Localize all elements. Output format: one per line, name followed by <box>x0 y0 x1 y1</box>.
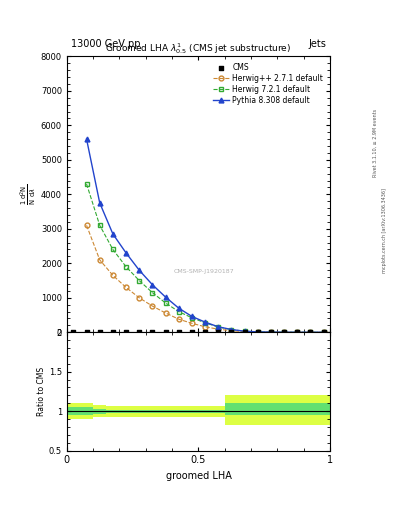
Herwig 7.2.1 default <box>137 278 141 284</box>
Pythia 8.308 default <box>255 329 260 335</box>
Pythia 8.308 default <box>189 313 194 319</box>
Herwig 7.2.1 default <box>308 329 313 335</box>
CMS <box>149 328 156 336</box>
Pythia 8.308 default <box>308 329 313 335</box>
Pythia 8.308 default <box>124 250 129 256</box>
Herwig++ 2.7.1 default <box>110 272 115 279</box>
Herwig++ 2.7.1 default <box>229 328 234 334</box>
Pythia 8.308 default <box>137 267 141 273</box>
Pythia 8.308 default <box>229 327 234 333</box>
Herwig++ 2.7.1 default <box>176 316 181 322</box>
Herwig 7.2.1 default <box>203 319 208 326</box>
Herwig 7.2.1 default <box>268 329 273 335</box>
Pythia 8.308 default <box>282 329 286 335</box>
Text: CMS-SMP-J1920187: CMS-SMP-J1920187 <box>173 269 234 274</box>
CMS <box>294 328 300 336</box>
Herwig 7.2.1 default <box>84 181 89 187</box>
Herwig++ 2.7.1 default <box>137 295 141 301</box>
Herwig++ 2.7.1 default <box>282 329 286 335</box>
Pythia 8.308 default <box>321 329 326 335</box>
CMS <box>70 328 77 336</box>
Herwig++ 2.7.1 default <box>295 329 299 335</box>
CMS <box>136 328 142 336</box>
Herwig 7.2.1 default <box>124 264 129 270</box>
Herwig 7.2.1 default <box>176 309 181 315</box>
Herwig++ 2.7.1 default <box>203 324 208 330</box>
Herwig++ 2.7.1 default <box>189 320 194 326</box>
Herwig 7.2.1 default <box>242 328 247 334</box>
Herwig 7.2.1 default <box>189 315 194 321</box>
Pythia 8.308 default <box>163 294 168 300</box>
Pythia 8.308 default <box>150 282 155 288</box>
Herwig 7.2.1 default <box>255 329 260 335</box>
CMS <box>241 328 248 336</box>
Pythia 8.308 default <box>84 136 89 142</box>
Herwig 7.2.1 default <box>321 329 326 335</box>
Pythia 8.308 default <box>295 329 299 335</box>
CMS <box>268 328 274 336</box>
CMS <box>176 328 182 336</box>
Pythia 8.308 default <box>97 200 102 206</box>
Pythia 8.308 default <box>268 329 273 335</box>
Herwig++ 2.7.1 default <box>308 329 313 335</box>
CMS <box>83 328 90 336</box>
Herwig 7.2.1 default <box>295 329 299 335</box>
Herwig 7.2.1 default <box>229 327 234 333</box>
CMS <box>110 328 116 336</box>
Herwig++ 2.7.1 default <box>255 329 260 335</box>
Line: Herwig 7.2.1 default: Herwig 7.2.1 default <box>84 182 326 335</box>
Herwig 7.2.1 default <box>282 329 286 335</box>
Legend: CMS, Herwig++ 2.7.1 default, Herwig 7.2.1 default, Pythia 8.308 default: CMS, Herwig++ 2.7.1 default, Herwig 7.2.… <box>209 60 326 108</box>
Text: Rivet 3.1.10, ≥ 2.9M events: Rivet 3.1.10, ≥ 2.9M events <box>373 109 378 178</box>
Title: Groomed LHA $\lambda^{1}_{0.5}$ (CMS jet substructure): Groomed LHA $\lambda^{1}_{0.5}$ (CMS jet… <box>105 41 292 56</box>
CMS <box>307 328 314 336</box>
Herwig 7.2.1 default <box>110 246 115 252</box>
Herwig++ 2.7.1 default <box>321 329 326 335</box>
Herwig++ 2.7.1 default <box>242 329 247 335</box>
CMS <box>215 328 221 336</box>
Herwig++ 2.7.1 default <box>216 326 220 332</box>
Y-axis label: $\frac{1}{\mathrm{N}} \frac{\mathrm{d}^2\mathrm{N}}{\mathrm{d}\lambda}$: $\frac{1}{\mathrm{N}} \frac{\mathrm{d}^2… <box>18 184 38 205</box>
CMS <box>189 328 195 336</box>
CMS <box>97 328 103 336</box>
CMS <box>162 328 169 336</box>
Pythia 8.308 default <box>176 305 181 311</box>
Herwig++ 2.7.1 default <box>150 303 155 309</box>
Text: 13000 GeV pp: 13000 GeV pp <box>71 38 140 49</box>
Pythia 8.308 default <box>216 324 220 330</box>
Y-axis label: Ratio to CMS: Ratio to CMS <box>37 367 46 416</box>
CMS <box>228 328 235 336</box>
Line: Pythia 8.308 default: Pythia 8.308 default <box>84 137 326 335</box>
CMS <box>255 328 261 336</box>
X-axis label: groomed LHA: groomed LHA <box>165 471 231 481</box>
Herwig++ 2.7.1 default <box>163 310 168 316</box>
Herwig 7.2.1 default <box>216 324 220 330</box>
Herwig 7.2.1 default <box>97 222 102 228</box>
CMS <box>281 328 287 336</box>
Text: mcplots.cern.ch [arXiv:1306.3436]: mcplots.cern.ch [arXiv:1306.3436] <box>382 188 387 273</box>
Text: Jets: Jets <box>309 38 326 49</box>
Pythia 8.308 default <box>203 319 208 325</box>
Herwig++ 2.7.1 default <box>124 284 129 290</box>
Pythia 8.308 default <box>110 231 115 237</box>
Herwig++ 2.7.1 default <box>97 257 102 263</box>
Herwig++ 2.7.1 default <box>268 329 273 335</box>
Herwig++ 2.7.1 default <box>84 222 89 228</box>
Herwig 7.2.1 default <box>163 300 168 306</box>
Line: Herwig++ 2.7.1 default: Herwig++ 2.7.1 default <box>84 223 326 335</box>
Pythia 8.308 default <box>242 328 247 334</box>
Herwig 7.2.1 default <box>150 290 155 296</box>
CMS <box>123 328 129 336</box>
CMS <box>320 328 327 336</box>
CMS <box>202 328 208 336</box>
